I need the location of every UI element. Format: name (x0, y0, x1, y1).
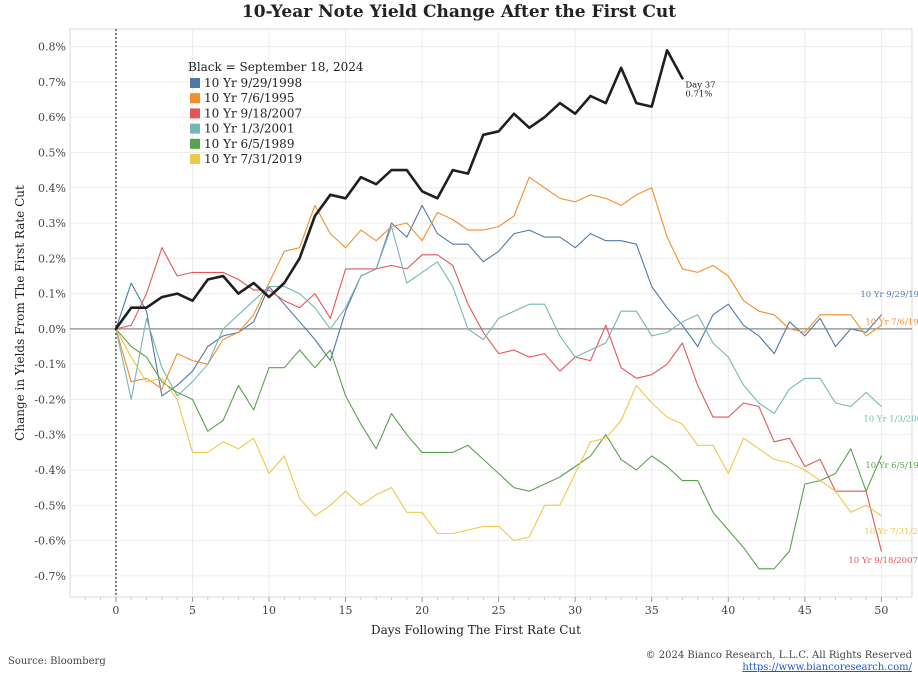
legend-label-3: 10 Yr 1/3/2001 (204, 122, 294, 136)
x-tick-label: 0 (112, 604, 119, 617)
axes: -0.7% -0.6% -0.5% -0.4% -0.3% -0.2% -0.1% 0.0% 0… (13, 29, 912, 637)
series-line-0 (115, 204, 882, 397)
y-tick-label: -0.7% (34, 570, 66, 583)
legend-swatch-4 (190, 138, 200, 149)
legend-swatch-5 (190, 154, 200, 164)
series-line-3 (115, 226, 882, 415)
legend: Black = September 18, 2024 10 Yr 9/29/199… (188, 60, 364, 166)
legend-label-5: 10 Yr 7/31/2019 (204, 152, 302, 166)
legend-label-2: 10 Yr 9/18/2007 (204, 106, 302, 120)
series-end-label-1: 10 Yr 7/6/1995 (865, 317, 918, 327)
x-tick-label: 30 (568, 604, 582, 617)
series-end-label-0: 10 Yr 9/29/1998 (860, 290, 918, 300)
x-tick-label: 45 (798, 604, 812, 617)
grid-lines (69, 28, 913, 598)
series-end-label-5: 10 Yr 7/31/2019 (864, 527, 918, 537)
copyright-text: © 2024 Bianco Research, L.L.C. All Right… (645, 650, 912, 661)
y-tick-label: -0.3% (34, 429, 66, 442)
annotation: Day 370.71% (685, 80, 715, 99)
y-tick-label: -0.6% (34, 535, 66, 548)
line-chart: -0.7% -0.6% -0.5% -0.4% -0.3% -0.2% -0.1% 0.0% 0… (13, 28, 918, 637)
x-tick-label: 5 (189, 604, 196, 617)
y-tick-label: 0.2% (38, 252, 66, 265)
source-note: Source: Bloomberg (8, 656, 106, 667)
y-tick-label: 0.6% (38, 111, 66, 124)
legend-swatch-2 (190, 108, 200, 119)
x-tick-label: 50 (874, 604, 888, 617)
website-link[interactable]: https://www.biancoresearch.com/ (742, 662, 912, 673)
y-tick-label: -0.4% (34, 464, 66, 477)
y-tick-label: 0.3% (38, 217, 66, 230)
legend-swatch-0 (190, 78, 200, 88)
y-tick-label: -0.2% (34, 393, 66, 406)
series-line-6 (114, 48, 684, 331)
legend-label-1: 10 Yr 7/6/1995 (204, 91, 294, 105)
legend-label-0: 10 Yr 9/29/1998 (204, 76, 302, 90)
x-tick-label: 25 (492, 604, 506, 617)
legend-label-4: 10 Yr 6/5/1989 (204, 137, 294, 151)
y-tick-label: 0.5% (38, 146, 66, 159)
x-tick-label: 40 (721, 604, 735, 617)
y-tick-label: -0.5% (34, 499, 66, 512)
annotation-value-label: 0.71% (685, 89, 712, 99)
legend-swatch-1 (190, 93, 200, 104)
y-tick-label: 0.7% (38, 76, 66, 89)
series-line-2 (115, 247, 882, 552)
x-tick-label: 35 (645, 604, 659, 617)
chart-title: 10-Year Note Yield Change After the Firs… (241, 2, 677, 22)
x-axis-title: Days Following The First Rate Cut (371, 623, 581, 637)
annotation-day-label: Day 37 (685, 80, 715, 90)
y-tick-label: 0.4% (38, 182, 66, 195)
series-end-label-2: 10 Yr 9/18/2007 (848, 556, 917, 566)
series-line-5 (115, 328, 882, 542)
y-tick-label: 0.0% (38, 323, 66, 336)
series-end-label-4: 10 Yr 6/5/1989 (865, 461, 918, 471)
series-line-4 (115, 328, 882, 570)
x-tick-label: 15 (339, 604, 353, 617)
x-tick-label: 10 (262, 604, 276, 617)
y-tick-label: 0.8% (38, 41, 66, 54)
x-tick-label: 20 (415, 604, 429, 617)
copyright-block: © 2024 Bianco Research, L.L.C. All Right… (646, 650, 912, 674)
series-end-label-3: 10 Yr 1/3/2001 (863, 414, 918, 424)
series-line-1 (115, 176, 882, 390)
series-lines (114, 48, 882, 570)
y-tick-label: 0.1% (38, 288, 66, 301)
plot-frame (69, 28, 913, 598)
y-axis-title: Change in Yields From The First Rate Cut (13, 185, 27, 441)
y-tick-label: -0.1% (34, 358, 66, 371)
series-end-labels: 10 Yr 9/29/1998 10 Yr 7/6/1995 10 Yr 9/18/… (848, 290, 918, 566)
legend-swatch-3 (190, 123, 200, 134)
legend-header: Black = September 18, 2024 (188, 60, 364, 74)
